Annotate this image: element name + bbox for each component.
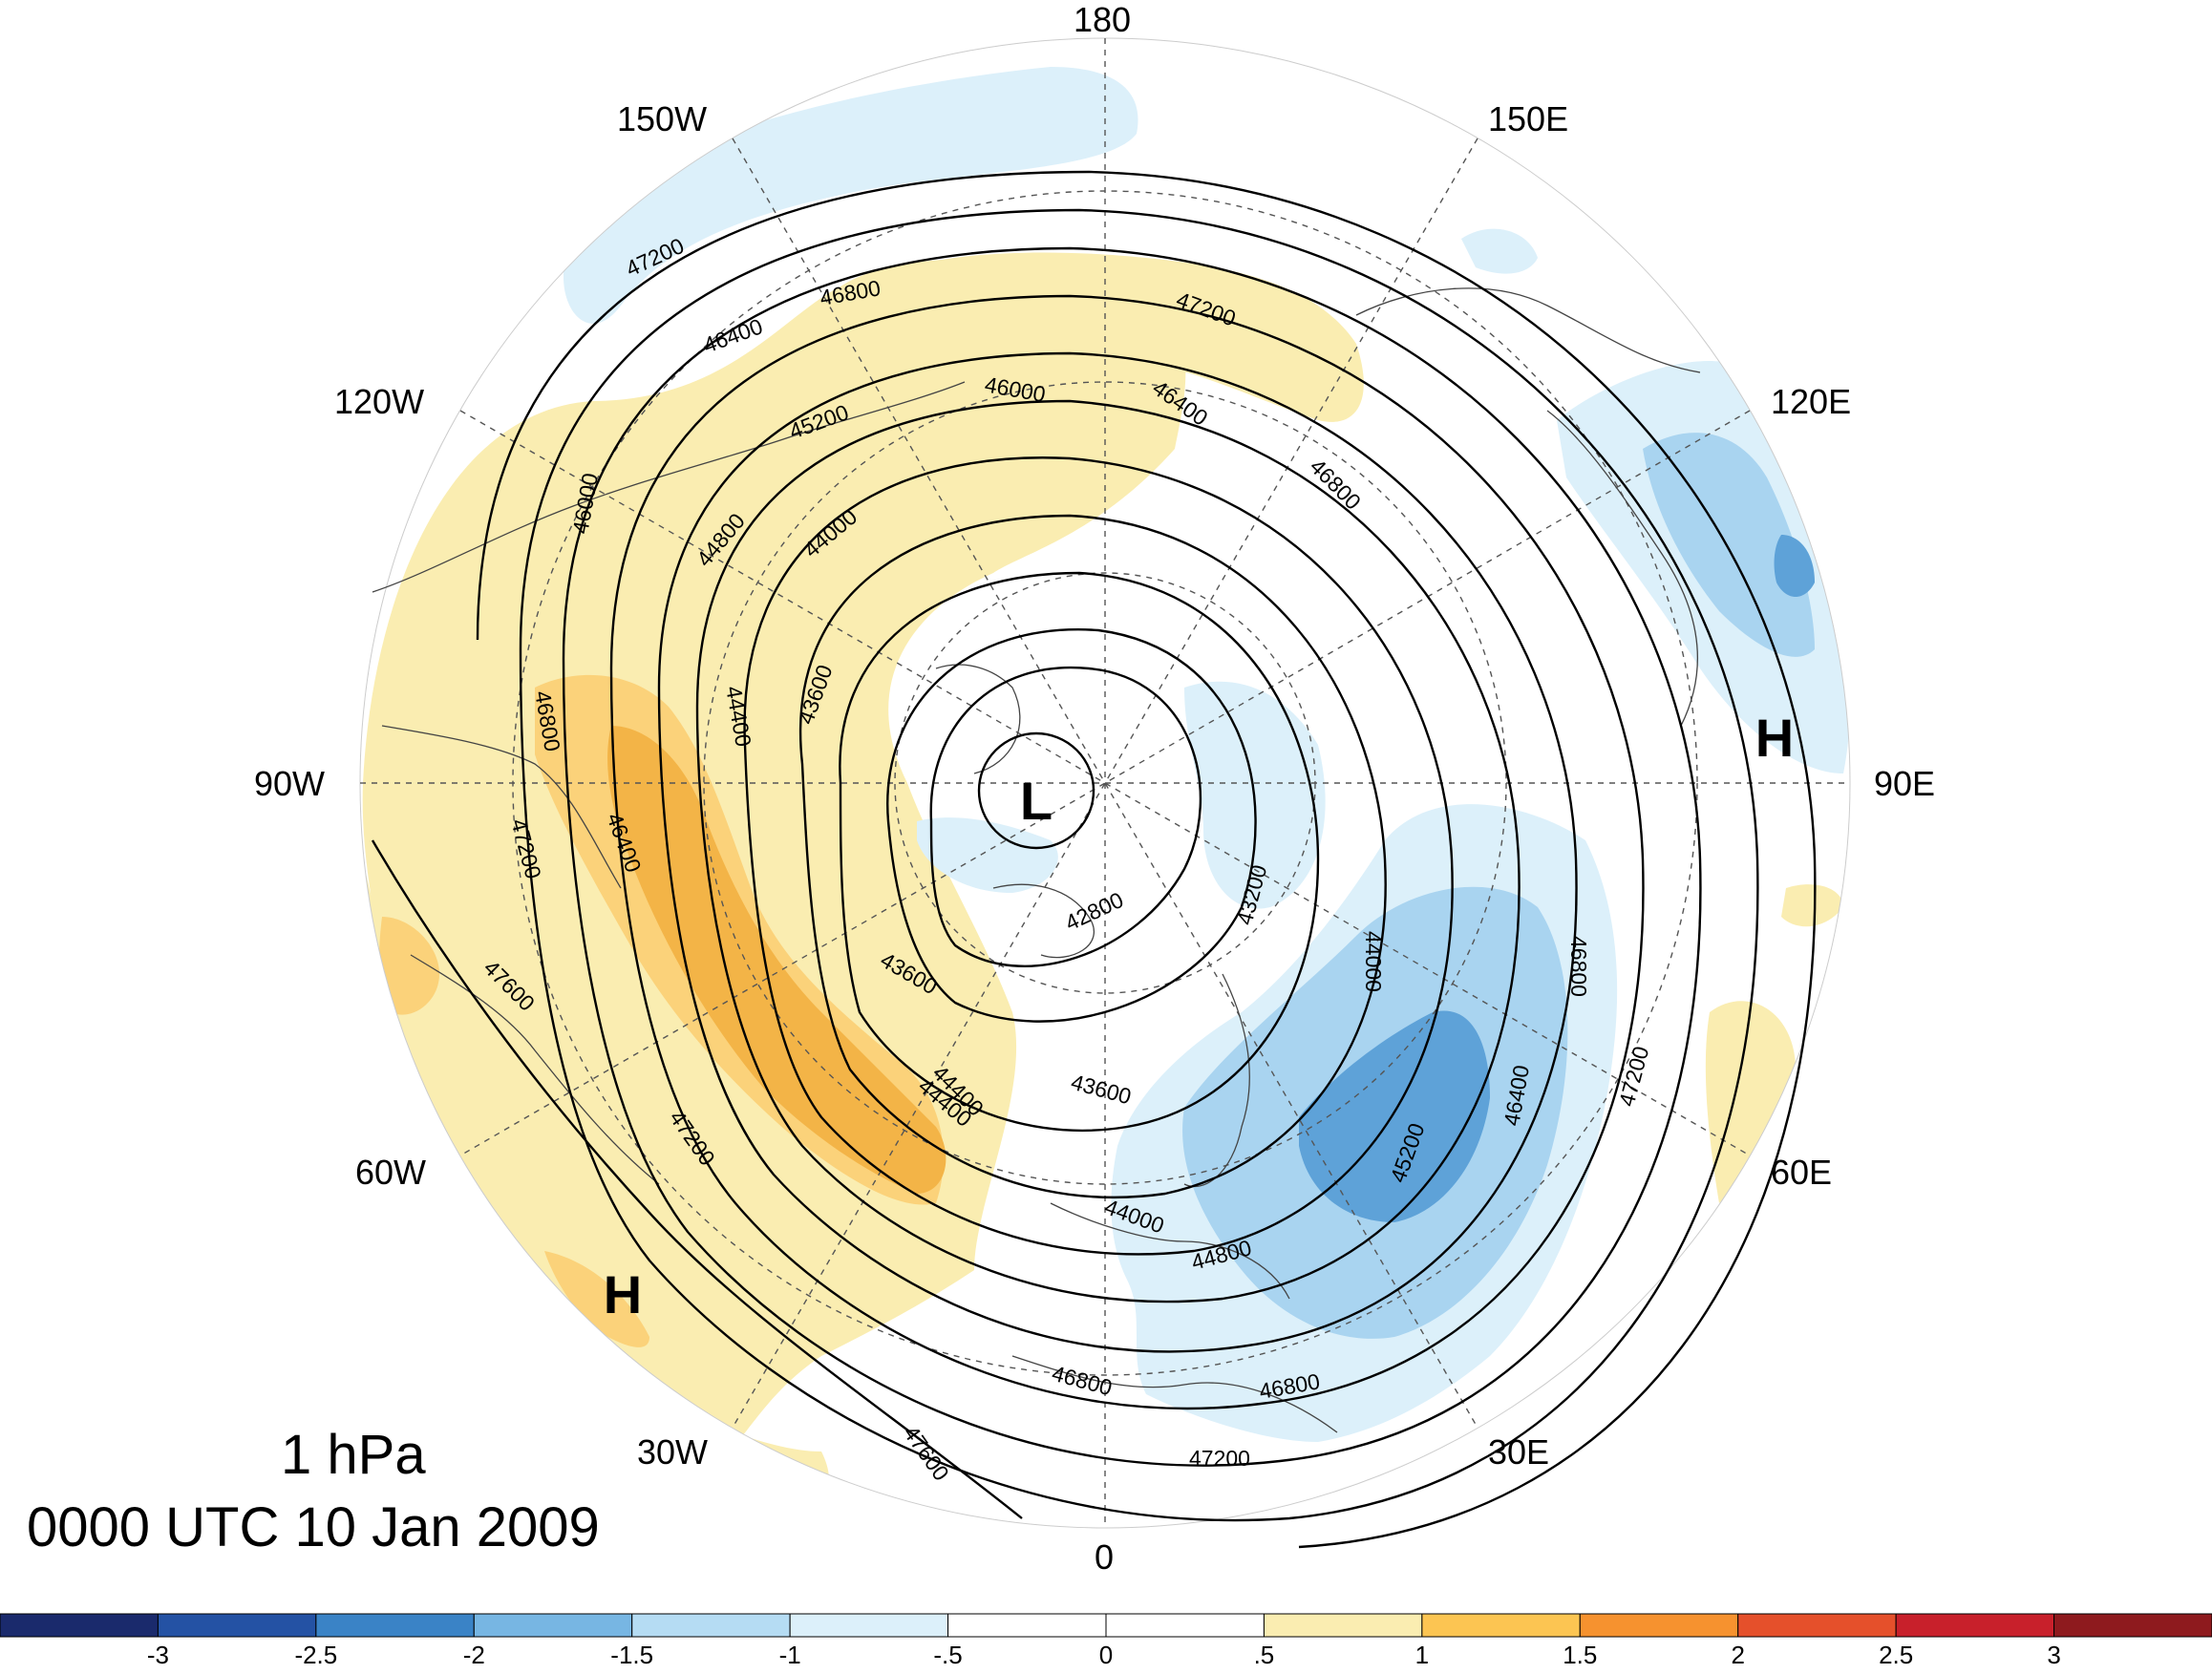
colorbar-swatch [157, 1613, 317, 1638]
lon-label-120w: 120W [334, 382, 425, 421]
contour-label: 47200 [1189, 1446, 1250, 1471]
colorbar-swatch [1579, 1613, 1739, 1638]
negative-anomaly-europe-dark [1299, 1010, 1490, 1222]
positive-anomaly-orange-left [379, 917, 439, 1015]
colorbar [0, 1613, 2212, 1638]
high-center-label: H [604, 1264, 642, 1324]
colorbar-swatch [0, 1613, 159, 1638]
colorbar-swatch [1263, 1613, 1423, 1638]
lon-label-30w: 30W [637, 1432, 709, 1472]
contour-label: 46800 [1566, 936, 1591, 997]
colorbar-tick-label: 3 [2047, 1641, 2061, 1669]
colorbar-tick-label: 2 [1731, 1641, 1745, 1669]
low-center-label: L [1020, 771, 1053, 831]
level-title: 1 hPa [281, 1424, 426, 1486]
lon-label-180: 180 [1074, 0, 1132, 39]
contour-low-center [977, 731, 1095, 850]
negative-anomaly-asia-mid [1643, 433, 1815, 657]
positive-anomaly-right-small [1705, 1001, 1796, 1203]
contour-42800 [929, 666, 1202, 967]
height-contours [371, 170, 1817, 1549]
high-center-label: H [1755, 708, 1794, 768]
contour-44000 [799, 514, 1387, 1198]
colorbar-tick-label: -.5 [933, 1641, 963, 1669]
lon-label-60w: 60W [355, 1153, 427, 1192]
negative-anomaly-pole-small [917, 817, 1058, 893]
colorbar-tick-label: -1.5 [610, 1641, 654, 1669]
colorbar-tick-label: 1.5 [1563, 1641, 1598, 1669]
lon-label-150w: 150W [617, 99, 708, 138]
pressure-centers: L H H [604, 708, 1794, 1324]
colorbar-tick-label: 0 [1098, 1641, 1114, 1669]
lon-label-60e: 60E [1771, 1153, 1833, 1192]
negative-anomaly-top-small [1461, 228, 1538, 274]
colorbar-tick-label: 1 [1414, 1641, 1430, 1669]
colorbar-swatch [1105, 1613, 1265, 1638]
contour-label: 44000 [1361, 931, 1386, 992]
positive-anomaly-upper [869, 252, 1364, 422]
positive-anomaly-light [362, 259, 1186, 1452]
contour-label: 47600 [899, 1421, 954, 1485]
contour-43200 [886, 628, 1257, 1023]
negative-anomaly-asia-dark [1774, 535, 1815, 597]
lon-label-120e: 120E [1771, 382, 1852, 421]
colorbar-tick-label: 2.5 [1879, 1641, 1914, 1669]
negative-anomaly-top [564, 67, 1138, 324]
lon-label-90w: 90W [254, 764, 326, 803]
contour-43600 [839, 571, 1320, 1132]
lon-label-150e: 150E [1488, 99, 1569, 138]
colorbar-swatch [789, 1613, 949, 1638]
lon-label-90e: 90E [1874, 764, 1936, 803]
time-title: 0000 UTC 10 Jan 2009 [27, 1496, 600, 1558]
contour-44800 [695, 399, 1521, 1303]
positive-anomaly-right-tiny [1781, 884, 1843, 927]
colorbar-swatch [473, 1613, 633, 1638]
graticule [360, 38, 1850, 1528]
colorbar-tick-label: -1 [778, 1641, 801, 1669]
contour-47200 [476, 170, 1817, 1549]
contour-45200 [657, 351, 1578, 1353]
colorbar-tick-label: -3 [146, 1641, 169, 1669]
colorbar-tick-label: -2.5 [294, 1641, 338, 1669]
positive-anomaly-orange-bottom [544, 1251, 649, 1347]
colorbar-tick-label: .5 [1253, 1641, 1275, 1669]
colorbar-swatch [2053, 1613, 2212, 1638]
colorbar-swatch [1895, 1613, 2055, 1638]
colorbar-swatch [631, 1613, 791, 1638]
colorbar-tick-label: -2 [462, 1641, 485, 1669]
contour-46800 [519, 208, 1759, 1522]
colorbar-swatch [1421, 1613, 1581, 1638]
coastlines [372, 287, 1701, 1433]
contour-46400 [562, 246, 1702, 1467]
contour-46000 [609, 294, 1645, 1410]
lon-label-30e: 30E [1488, 1432, 1550, 1472]
colorbar-swatch [315, 1613, 475, 1638]
positive-anomaly-dark [607, 726, 946, 1194]
contour-label: 43600 [1069, 1070, 1135, 1110]
colorbar-swatch [947, 1613, 1107, 1638]
contour-44400 [743, 456, 1454, 1256]
contour-47600 [371, 839, 1023, 1519]
colorbar-swatch [1737, 1613, 1897, 1638]
lon-label-0: 0 [1095, 1537, 1115, 1577]
